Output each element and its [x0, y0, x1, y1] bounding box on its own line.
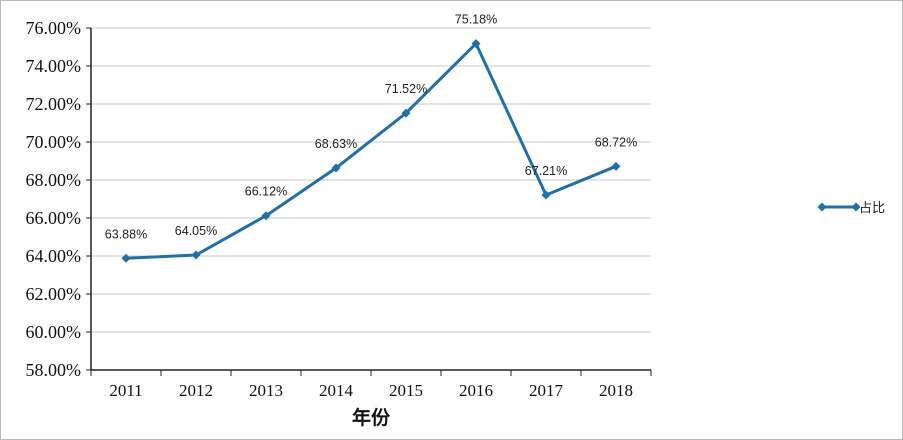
data-label: 68.63%: [315, 137, 357, 151]
y-tick-label: 76.00%: [26, 18, 82, 38]
data-point: [401, 108, 411, 118]
y-tick-label: 62.00%: [26, 284, 82, 304]
y-tick-label: 60.00%: [26, 322, 82, 342]
data-point: [471, 39, 481, 49]
data-label: 67.21%: [525, 164, 567, 178]
data-point: [611, 161, 621, 171]
data-label: 75.18%: [455, 13, 497, 27]
data-label: 68.72%: [595, 135, 637, 149]
y-tick-label: 68.00%: [26, 170, 82, 190]
x-tick-label: 2011: [109, 381, 142, 400]
data-label: 71.52%: [385, 82, 427, 96]
data-point: [261, 211, 271, 221]
data-point: [541, 190, 551, 200]
x-tick-labels: 2011 2012 2013 2014 2015 2016 2017 2018: [109, 381, 633, 400]
data-label: 66.12%: [245, 185, 287, 199]
y-tick-label: 72.00%: [26, 94, 82, 114]
y-tick-label: 70.00%: [26, 132, 82, 152]
legend-label: 占比: [859, 201, 885, 216]
data-point: [191, 250, 201, 260]
legend-marker: [817, 202, 827, 212]
series-group: [121, 39, 621, 263]
y-tick-labels: 58.00% 60.00% 62.00% 64.00% 66.00% 68.00% 70.0…: [26, 18, 82, 380]
y-tick-label: 66.00%: [26, 208, 82, 228]
legend-marker: [851, 202, 861, 212]
y-tick-label: 74.00%: [26, 56, 82, 76]
x-tick-label: 2012: [179, 381, 213, 400]
data-point: [121, 253, 131, 263]
x-tick-label: 2018: [599, 381, 633, 400]
y-tick-label: 58.00%: [26, 360, 82, 380]
gridlines: [86, 27, 652, 376]
x-axis-title: 年份: [352, 406, 391, 429]
x-tick-label: 2014: [319, 381, 354, 400]
x-tick-label: 2015: [389, 381, 423, 400]
data-label-group: 63.88% 64.05% 66.12% 68.63% 71.52% 75.18% 67.2…: [105, 13, 637, 242]
axes: [90, 28, 651, 371]
data-point: [331, 163, 341, 173]
legend: 占比: [817, 201, 885, 216]
x-tick-label: 2017: [529, 381, 564, 400]
data-label: 64.05%: [175, 224, 217, 238]
x-tick-label: 2013: [249, 381, 283, 400]
data-label: 63.88%: [105, 227, 147, 241]
x-tick-label: 2016: [459, 381, 493, 400]
series-line: [125, 42, 617, 260]
y-tick-label: 64.00%: [26, 246, 82, 266]
